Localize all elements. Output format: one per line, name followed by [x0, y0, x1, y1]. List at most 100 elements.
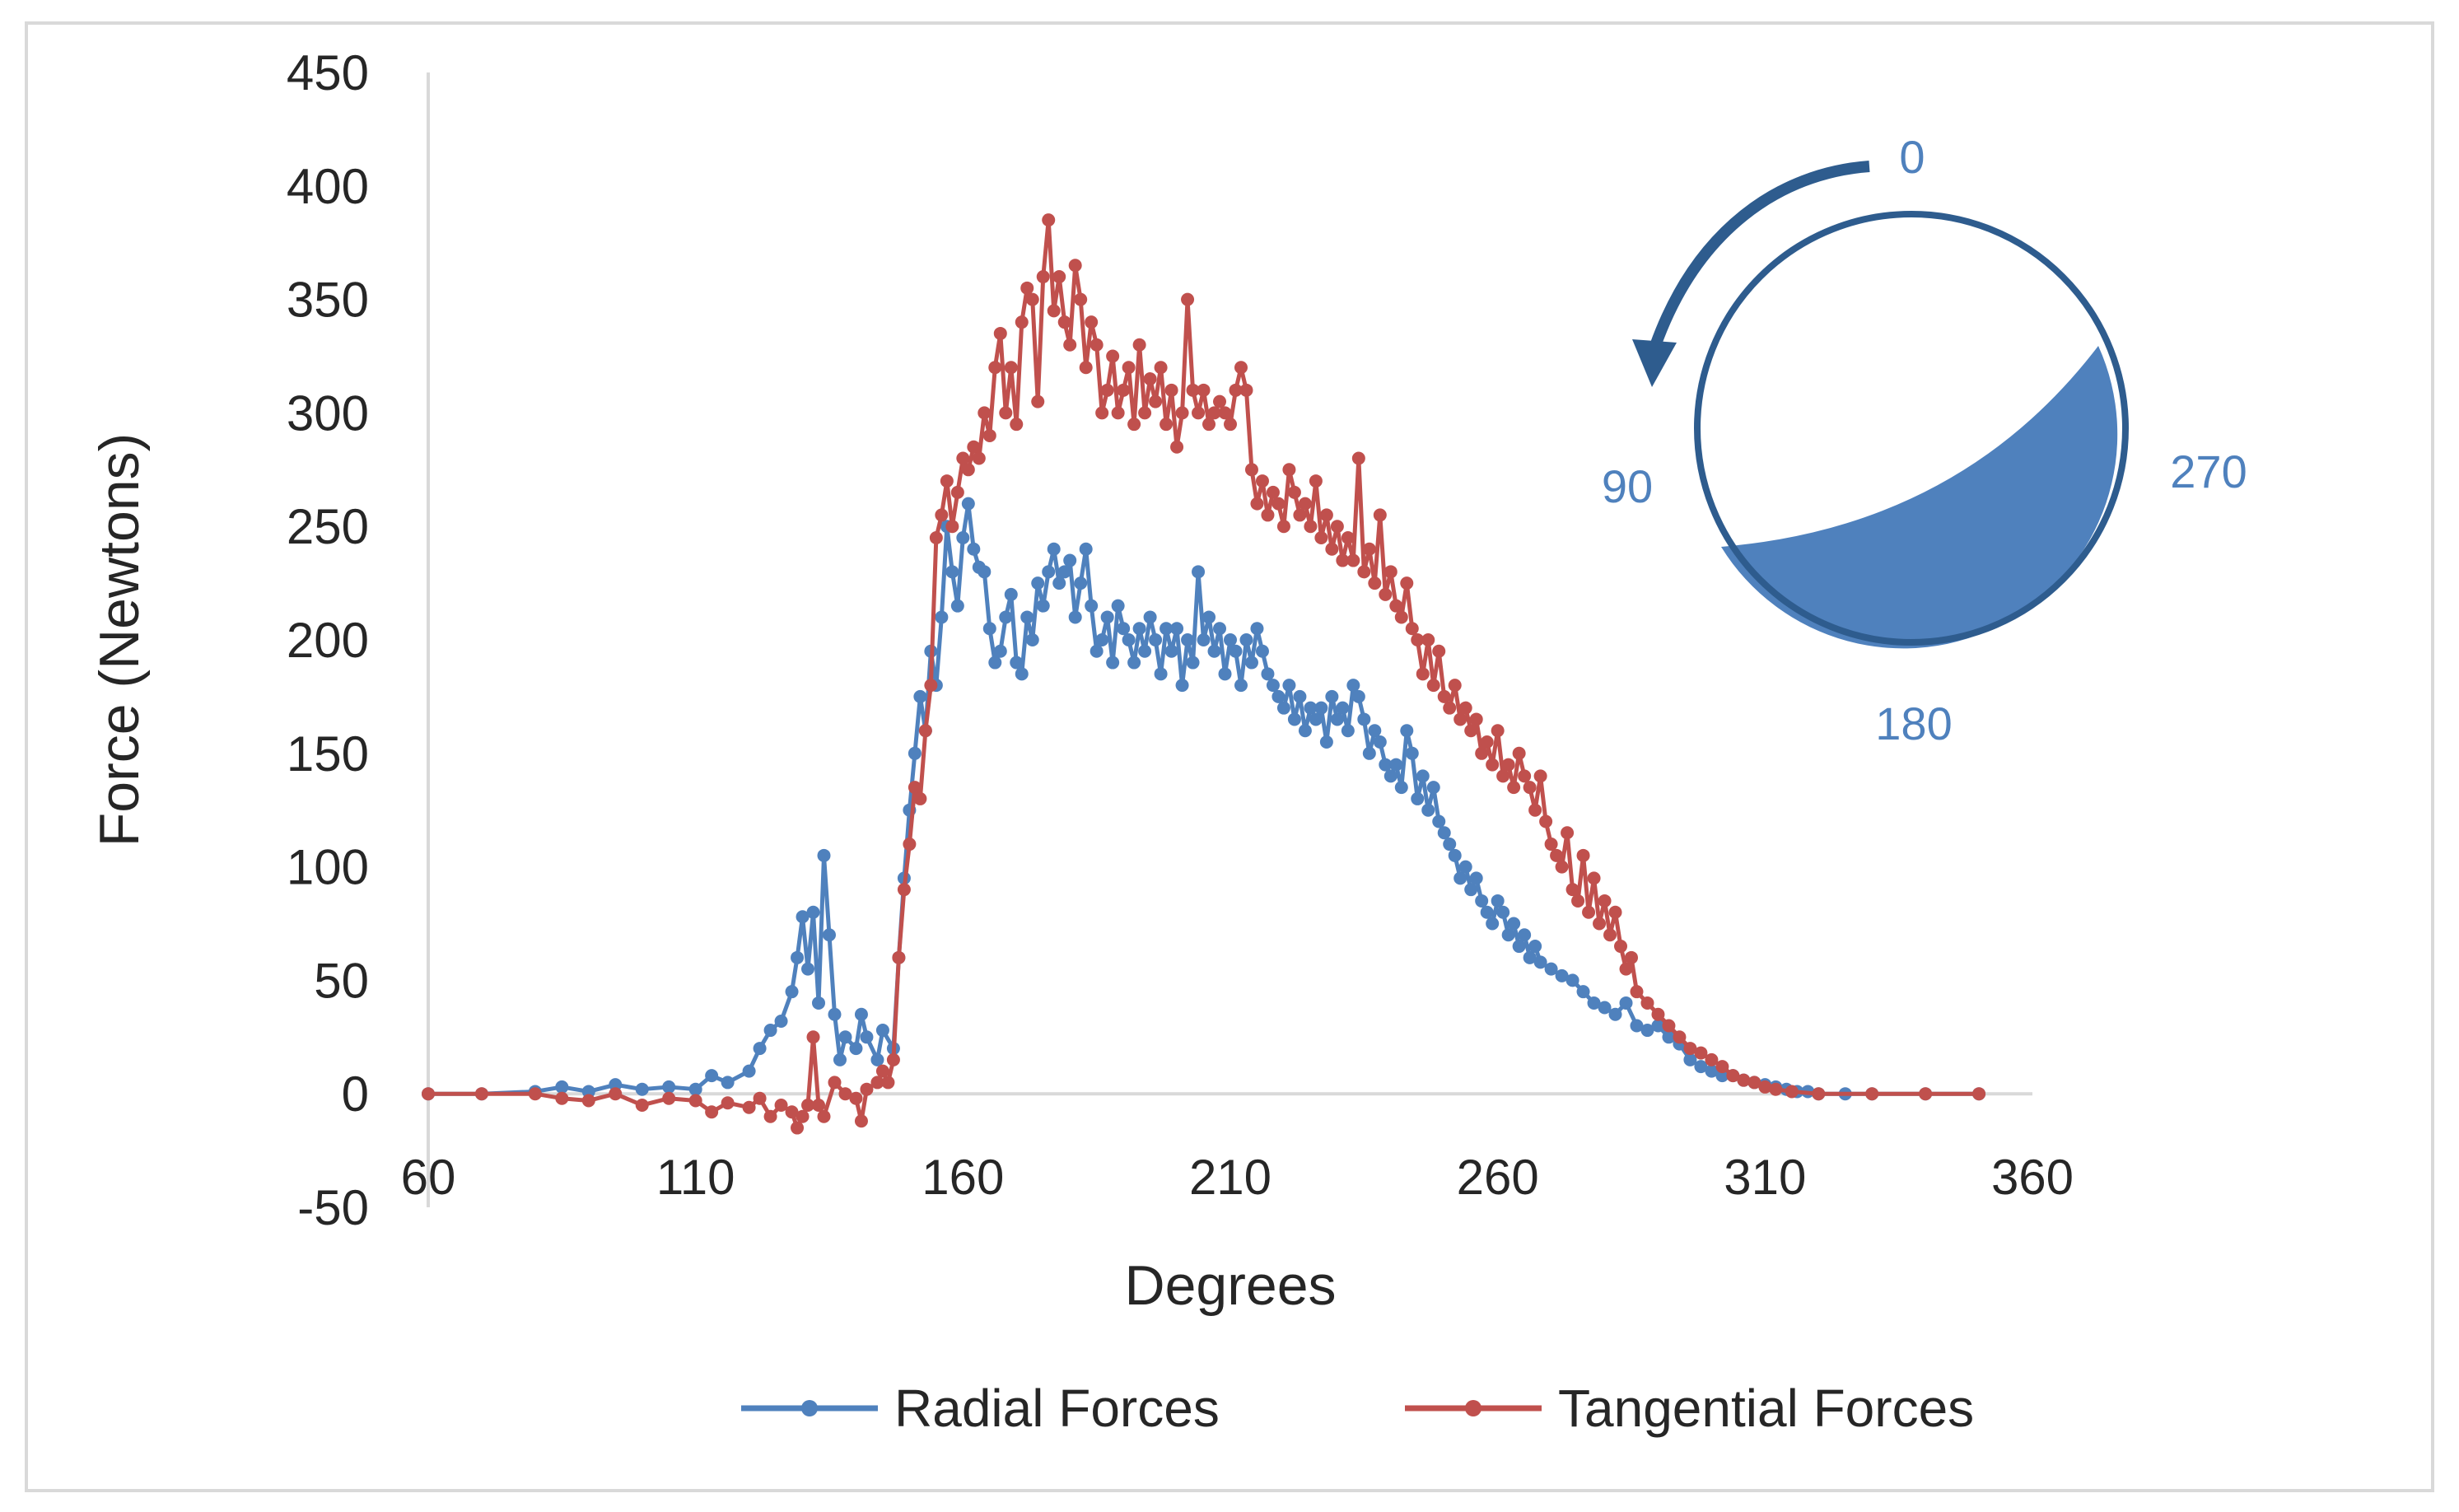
data-point	[1565, 973, 1579, 987]
data-point	[1095, 633, 1109, 646]
data-point	[870, 1076, 884, 1090]
data-point	[1276, 701, 1290, 715]
data-point	[1673, 1030, 1687, 1044]
data-point	[1480, 905, 1494, 919]
data-point	[1426, 679, 1440, 693]
data-point	[1132, 622, 1146, 636]
data-point	[1213, 394, 1227, 408]
data-point	[817, 1109, 831, 1123]
data-point	[1164, 383, 1178, 397]
data-point	[1160, 418, 1174, 432]
data-point	[929, 530, 943, 544]
data-point	[1330, 520, 1344, 534]
data-point	[774, 1015, 788, 1029]
data-point	[1362, 542, 1376, 556]
data-point	[1234, 679, 1248, 693]
data-point	[1090, 644, 1104, 658]
data-point	[1453, 712, 1467, 726]
data-point	[1464, 883, 1478, 897]
data-point	[903, 838, 917, 852]
data-point	[1491, 894, 1505, 908]
data-point	[721, 1076, 735, 1090]
data-point	[1486, 917, 1500, 931]
data-point	[1160, 622, 1174, 636]
data-point	[961, 497, 975, 511]
data-point	[972, 451, 986, 465]
data-point	[1052, 576, 1066, 590]
data-point	[1117, 383, 1131, 397]
data-point	[1132, 338, 1146, 352]
data-point	[908, 781, 922, 795]
x-tick-label: 110	[656, 1150, 735, 1205]
data-point	[999, 610, 1013, 624]
data-point	[1068, 610, 1082, 624]
legend-item-tangential: Tangential Forces	[1405, 1379, 1974, 1438]
data-point	[1625, 950, 1638, 964]
data-point	[870, 1052, 884, 1066]
y-tick-label: 250	[287, 499, 369, 554]
data-point	[860, 1082, 874, 1096]
data-point	[1379, 587, 1393, 601]
data-point	[763, 1109, 777, 1123]
rotation-inset-diagram: 0 90 180 270	[1602, 131, 2247, 749]
data-point	[1491, 724, 1505, 738]
data-point	[1047, 542, 1061, 556]
data-point	[978, 406, 992, 420]
data-point	[791, 1121, 805, 1135]
inset-circle	[1694, 211, 2129, 646]
data-point	[753, 1042, 767, 1056]
data-point	[993, 326, 1007, 340]
data-point	[838, 1087, 852, 1101]
data-point	[1496, 905, 1510, 919]
data-point	[785, 985, 799, 999]
inset-label-90: 90	[1602, 460, 1653, 512]
data-point	[1383, 769, 1397, 783]
data-point	[1057, 315, 1071, 329]
data-point	[1523, 950, 1537, 964]
data-point	[908, 746, 922, 760]
data-point	[875, 1024, 889, 1038]
data-point	[1250, 622, 1264, 636]
data-point	[1565, 883, 1579, 897]
data-point	[913, 791, 927, 805]
data-point	[1138, 406, 1152, 420]
data-point	[1437, 826, 1451, 840]
data-point	[1357, 712, 1371, 726]
x-tick-label: 210	[1189, 1150, 1271, 1205]
data-point	[1379, 758, 1393, 772]
series-tangential-forces	[422, 213, 1986, 1135]
data-point	[1640, 1024, 1654, 1038]
data-point	[1919, 1087, 1933, 1101]
y-tick-label: 300	[287, 385, 369, 441]
data-point	[1694, 1060, 1708, 1074]
data-point	[1448, 848, 1462, 862]
data-point	[1453, 871, 1467, 885]
data-point	[1432, 814, 1446, 828]
data-point	[806, 1030, 820, 1044]
data-point	[1469, 871, 1483, 885]
data-point	[886, 1052, 900, 1066]
data-point	[1239, 633, 1253, 646]
data-point	[1020, 281, 1034, 295]
data-point	[1593, 917, 1607, 931]
data-point	[1346, 553, 1360, 567]
data-point	[662, 1080, 676, 1094]
data-point	[1319, 735, 1333, 749]
data-point	[1533, 769, 1547, 783]
chart-frame	[25, 21, 2434, 1492]
data-point	[705, 1069, 719, 1083]
x-tick-label: 310	[1724, 1150, 1806, 1205]
data-point	[1662, 1019, 1676, 1033]
data-point	[1202, 610, 1216, 624]
data-point	[1143, 610, 1157, 624]
data-point	[935, 508, 949, 522]
data-point	[1170, 622, 1184, 636]
data-point	[828, 1076, 842, 1090]
data-point	[1036, 270, 1050, 284]
data-point	[1309, 712, 1323, 726]
data-point	[662, 1091, 676, 1105]
data-point	[1255, 474, 1269, 488]
data-point	[1100, 610, 1114, 624]
data-point	[1255, 644, 1269, 658]
data-point	[956, 530, 970, 544]
